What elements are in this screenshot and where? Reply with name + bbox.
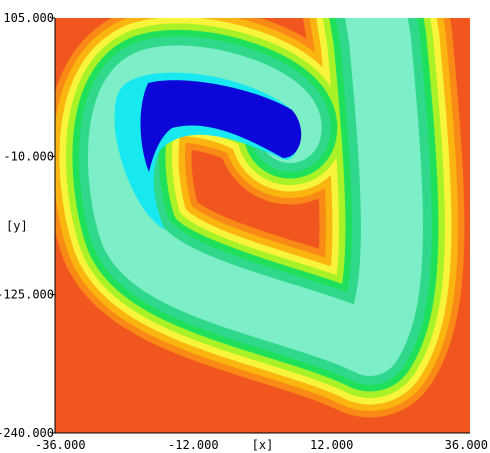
axes: 105.000 -10.000 -125.000 -240.000-36.000 -12… (0, 11, 488, 452)
y-axis-label: [y] (6, 219, 28, 233)
contour-bands (55, 18, 465, 418)
y-tick-label: -10.000 (3, 149, 54, 163)
y-tick-label: -240.000 (0, 426, 54, 440)
contour-band-level-9 (140, 80, 302, 172)
y-tick-label: 105.000 (3, 11, 54, 25)
x-tick-label: -36.000 (35, 438, 86, 452)
x-tick-label: 12.000 (310, 438, 353, 452)
y-tick-label: -125.000 (0, 288, 54, 302)
x-tick-label: 36.000 (445, 438, 488, 452)
x-axis-label: [x] (252, 438, 274, 452)
x-tick-label: -12.000 (168, 438, 219, 452)
